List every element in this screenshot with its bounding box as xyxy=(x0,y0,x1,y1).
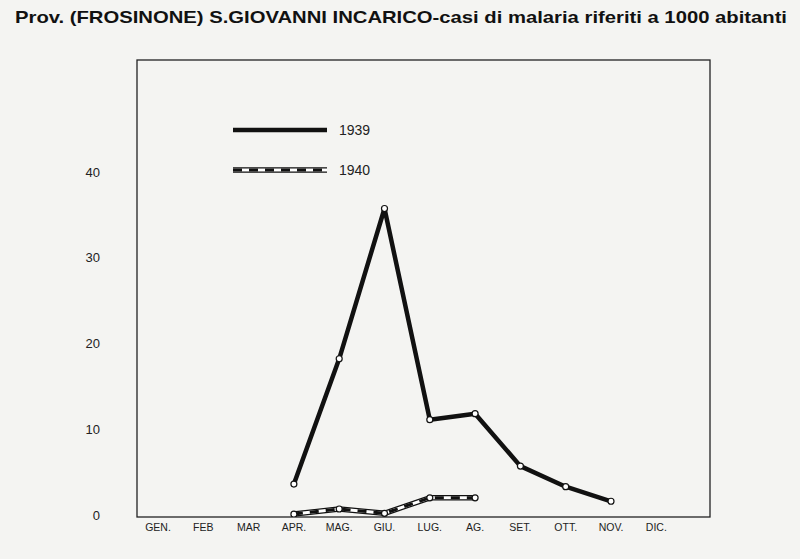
x-tick-label: LUG. xyxy=(418,521,443,533)
legend: 1939 1940 xyxy=(233,122,370,178)
data-point xyxy=(382,510,388,516)
data-point xyxy=(291,481,297,487)
plot-frame xyxy=(137,60,710,517)
data-point xyxy=(291,511,297,517)
x-tick-label: OTT. xyxy=(554,521,577,533)
background xyxy=(0,0,800,559)
x-tick-label: NOV. xyxy=(599,521,624,533)
series-line xyxy=(294,209,611,502)
title: Prov. (FROSINONE) S.GIOVANNI INCARICO-ca… xyxy=(15,8,787,27)
data-point xyxy=(608,498,614,504)
y-tick-label: 20 xyxy=(86,336,100,351)
data-point xyxy=(427,495,433,501)
x-tick-label: DIC. xyxy=(646,521,667,533)
x-tick-label: APR. xyxy=(282,521,307,533)
data-point xyxy=(336,506,342,512)
data-point xyxy=(427,417,433,423)
y-tick-label: 30 xyxy=(86,250,100,265)
data-point xyxy=(563,484,569,490)
series-line xyxy=(233,128,327,133)
x-tick-label: MAG. xyxy=(326,521,353,533)
plot-area xyxy=(291,206,614,517)
x-tick-label: AG. xyxy=(466,521,484,533)
y-tick-label: 40 xyxy=(86,165,100,180)
data-point xyxy=(472,495,478,501)
data-point xyxy=(517,463,523,469)
chart-container: Prov. (FROSINONE) S.GIOVANNI INCARICO-ca… xyxy=(0,0,800,559)
series-line-outline xyxy=(233,167,327,173)
data-point xyxy=(472,411,478,417)
series-line-dash xyxy=(233,169,327,172)
legend-label: 1940 xyxy=(339,162,370,178)
x-tick-label: MAR xyxy=(237,521,261,533)
data-point xyxy=(336,356,342,362)
x-tick-label: GIU. xyxy=(374,521,396,533)
y-tick-label: 0 xyxy=(93,508,100,523)
x-tick-label: SET. xyxy=(509,521,531,533)
y-tick-label: 10 xyxy=(86,422,100,437)
series-line-inner xyxy=(233,169,327,172)
x-tick-label: FEB xyxy=(193,521,213,533)
data-point xyxy=(382,206,388,212)
legend-label: 1939 xyxy=(339,122,370,138)
x-tick-label: GEN. xyxy=(145,521,171,533)
chart-svg: Prov. (FROSINONE) S.GIOVANNI INCARICO-ca… xyxy=(0,0,800,559)
